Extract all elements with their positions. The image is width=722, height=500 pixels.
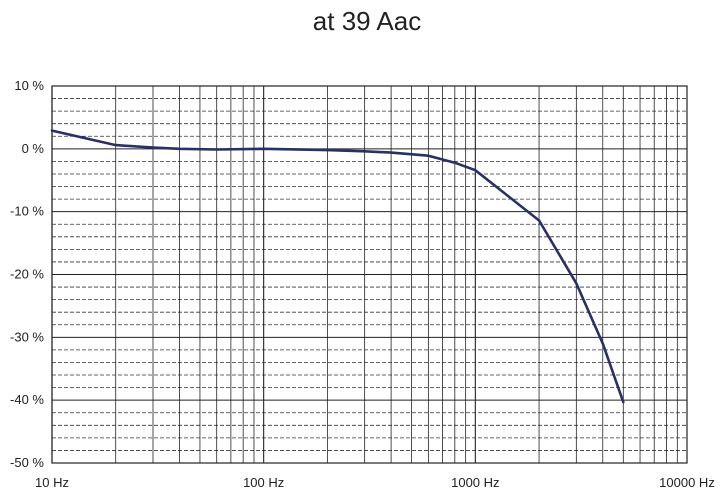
y-tick-label: -20 % [10,267,44,282]
x-axis-tick-labels: 10 Hz 100 Hz 1000 Hz 10000 Hz [35,475,715,490]
series-line [50,129,625,404]
x-tick-label: 10000 Hz [659,475,715,490]
y-tick-label: 10 % [14,78,44,93]
y-axis-tick-labels: 10 % 0 % -10 % -20 % -30 % -40 % -50 % [10,78,44,470]
x-tick-label: 10 Hz [35,475,69,490]
y-tick-label: 0 % [22,141,45,156]
series-group [50,129,625,404]
x-tick-label: 1000 Hz [451,475,499,490]
plot-frame [51,85,688,464]
chart-title: at 39 Aac [312,6,422,36]
y-tick-label: -40 % [10,392,44,407]
x-tick-label: 100 Hz [243,475,284,490]
y-tick-label: -50 % [10,455,44,470]
grid-minor [52,98,687,451]
grid-major [51,85,687,464]
y-tick-label: -10 % [10,204,44,219]
y-tick-label: -30 % [10,329,44,344]
